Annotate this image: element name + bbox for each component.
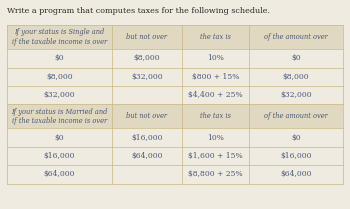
Text: $64,000: $64,000: [44, 170, 75, 178]
Bar: [7, 147, 343, 165]
Bar: [7, 165, 343, 184]
Text: $800 + 15%: $800 + 15%: [191, 73, 239, 81]
Text: $8,000: $8,000: [46, 73, 73, 81]
Text: $8,000: $8,000: [282, 73, 309, 81]
Bar: [7, 86, 343, 104]
Text: but not over: but not over: [126, 33, 168, 41]
Text: $16,000: $16,000: [44, 152, 75, 160]
Text: $16,000: $16,000: [280, 152, 312, 160]
Text: but not over: but not over: [126, 112, 168, 120]
Text: the tax is: the tax is: [200, 112, 231, 120]
Text: $8,000: $8,000: [134, 54, 160, 62]
Text: $0: $0: [55, 134, 64, 141]
Text: $32,000: $32,000: [131, 73, 163, 81]
Text: $0: $0: [291, 134, 301, 141]
Text: $4,400 + 25%: $4,400 + 25%: [188, 91, 243, 99]
Bar: [7, 25, 343, 49]
Bar: [7, 25, 343, 184]
Text: $16,000: $16,000: [131, 134, 163, 141]
Text: $64,000: $64,000: [280, 170, 312, 178]
Bar: [7, 68, 343, 86]
Text: If your status is Married and
if the taxable income is over: If your status is Married and if the tax…: [11, 108, 108, 125]
Text: $64,000: $64,000: [131, 152, 163, 160]
Text: the tax is: the tax is: [200, 33, 231, 41]
Text: Write a program that computes taxes for the following schedule.: Write a program that computes taxes for …: [7, 7, 270, 15]
Text: $8,800 + 25%: $8,800 + 25%: [188, 170, 243, 178]
Text: 10%: 10%: [207, 134, 224, 141]
Text: 10%: 10%: [207, 54, 224, 62]
Text: $1,600 + 15%: $1,600 + 15%: [188, 152, 243, 160]
Text: of the amount over: of the amount over: [264, 112, 328, 120]
Text: of the amount over: of the amount over: [264, 33, 328, 41]
Text: If your status is Single and
if the taxable income is over: If your status is Single and if the taxa…: [12, 28, 107, 46]
Bar: [7, 49, 343, 68]
Bar: [7, 104, 343, 128]
Bar: [7, 128, 343, 147]
Text: $32,000: $32,000: [280, 91, 312, 99]
Text: $0: $0: [291, 54, 301, 62]
Text: $32,000: $32,000: [44, 91, 75, 99]
Text: $0: $0: [55, 54, 64, 62]
